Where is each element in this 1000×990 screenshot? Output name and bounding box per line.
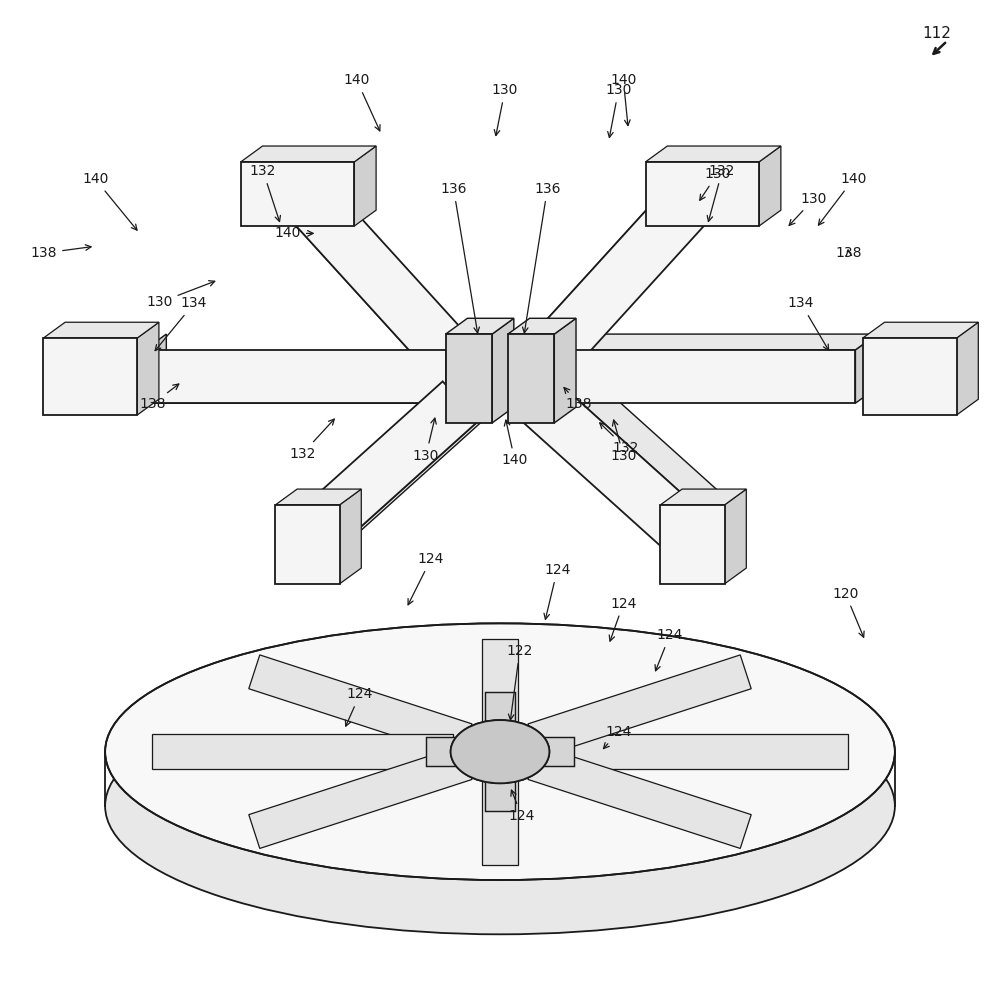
Polygon shape: [241, 146, 376, 161]
Polygon shape: [660, 489, 746, 505]
Text: 130: 130: [789, 192, 827, 226]
Polygon shape: [295, 381, 478, 554]
Polygon shape: [145, 387, 467, 403]
Text: 132: 132: [250, 164, 280, 222]
Polygon shape: [660, 505, 725, 584]
Ellipse shape: [451, 720, 549, 783]
Text: 124: 124: [345, 687, 373, 726]
Polygon shape: [275, 505, 340, 584]
Polygon shape: [426, 737, 574, 766]
Text: 124: 124: [509, 790, 535, 823]
Text: 130: 130: [413, 418, 439, 462]
Polygon shape: [725, 489, 746, 584]
Polygon shape: [646, 146, 781, 161]
Polygon shape: [525, 181, 712, 379]
Text: 138: 138: [31, 245, 91, 260]
Polygon shape: [557, 365, 727, 515]
Text: 130: 130: [700, 167, 730, 200]
Text: 140: 140: [344, 73, 380, 131]
Polygon shape: [646, 161, 759, 226]
Polygon shape: [673, 165, 734, 217]
Polygon shape: [508, 334, 554, 423]
Polygon shape: [508, 319, 576, 334]
Polygon shape: [446, 319, 514, 334]
Text: 132: 132: [289, 419, 334, 460]
Text: 122: 122: [507, 644, 533, 720]
Text: 140: 140: [275, 227, 313, 241]
Text: 120: 120: [832, 587, 864, 638]
Polygon shape: [528, 655, 751, 757]
Polygon shape: [249, 655, 472, 757]
Text: 140: 140: [82, 172, 137, 230]
Text: 124: 124: [603, 725, 632, 748]
Text: 140: 140: [610, 73, 637, 126]
Polygon shape: [554, 319, 576, 423]
Text: 124: 124: [609, 597, 637, 642]
Text: 138: 138: [139, 384, 179, 411]
Polygon shape: [485, 692, 515, 811]
Polygon shape: [288, 181, 475, 379]
Text: 136: 136: [522, 182, 561, 333]
Text: 112: 112: [922, 27, 951, 42]
Ellipse shape: [105, 677, 895, 935]
Polygon shape: [855, 334, 877, 403]
Text: 140: 140: [818, 172, 867, 225]
Text: 134: 134: [155, 296, 207, 350]
Polygon shape: [522, 381, 705, 554]
Text: 134: 134: [788, 296, 829, 350]
Polygon shape: [288, 165, 349, 217]
Polygon shape: [330, 405, 500, 554]
Polygon shape: [241, 161, 354, 226]
Polygon shape: [145, 334, 166, 403]
Ellipse shape: [451, 720, 549, 783]
Polygon shape: [275, 489, 361, 505]
Polygon shape: [43, 322, 159, 338]
Text: 138: 138: [835, 247, 862, 260]
Text: 132: 132: [600, 423, 639, 454]
Text: 124: 124: [655, 629, 683, 671]
Text: 130: 130: [610, 420, 637, 462]
Polygon shape: [759, 146, 781, 226]
Polygon shape: [354, 146, 376, 226]
Polygon shape: [295, 499, 352, 554]
Polygon shape: [670, 499, 727, 554]
Polygon shape: [288, 201, 458, 379]
Polygon shape: [528, 745, 751, 848]
Polygon shape: [547, 734, 848, 769]
Text: 140: 140: [502, 420, 528, 467]
Polygon shape: [554, 349, 855, 403]
Text: 132: 132: [707, 164, 735, 222]
Polygon shape: [863, 322, 978, 338]
Text: 136: 136: [440, 182, 479, 333]
Polygon shape: [554, 334, 877, 349]
Polygon shape: [340, 489, 361, 584]
Polygon shape: [492, 319, 514, 423]
Text: 130: 130: [492, 83, 518, 136]
Ellipse shape: [105, 624, 895, 880]
Polygon shape: [482, 639, 518, 737]
Polygon shape: [482, 767, 518, 864]
Polygon shape: [43, 338, 137, 415]
Polygon shape: [249, 745, 472, 848]
Text: 130: 130: [605, 83, 632, 138]
Polygon shape: [957, 322, 978, 415]
Text: 130: 130: [146, 281, 215, 310]
Polygon shape: [145, 349, 446, 403]
Polygon shape: [137, 322, 159, 415]
Text: 138: 138: [564, 387, 592, 411]
Text: 124: 124: [544, 563, 570, 620]
Polygon shape: [863, 338, 957, 415]
Polygon shape: [525, 165, 695, 344]
Polygon shape: [152, 734, 453, 769]
Text: 124: 124: [408, 552, 444, 605]
Polygon shape: [446, 334, 492, 423]
